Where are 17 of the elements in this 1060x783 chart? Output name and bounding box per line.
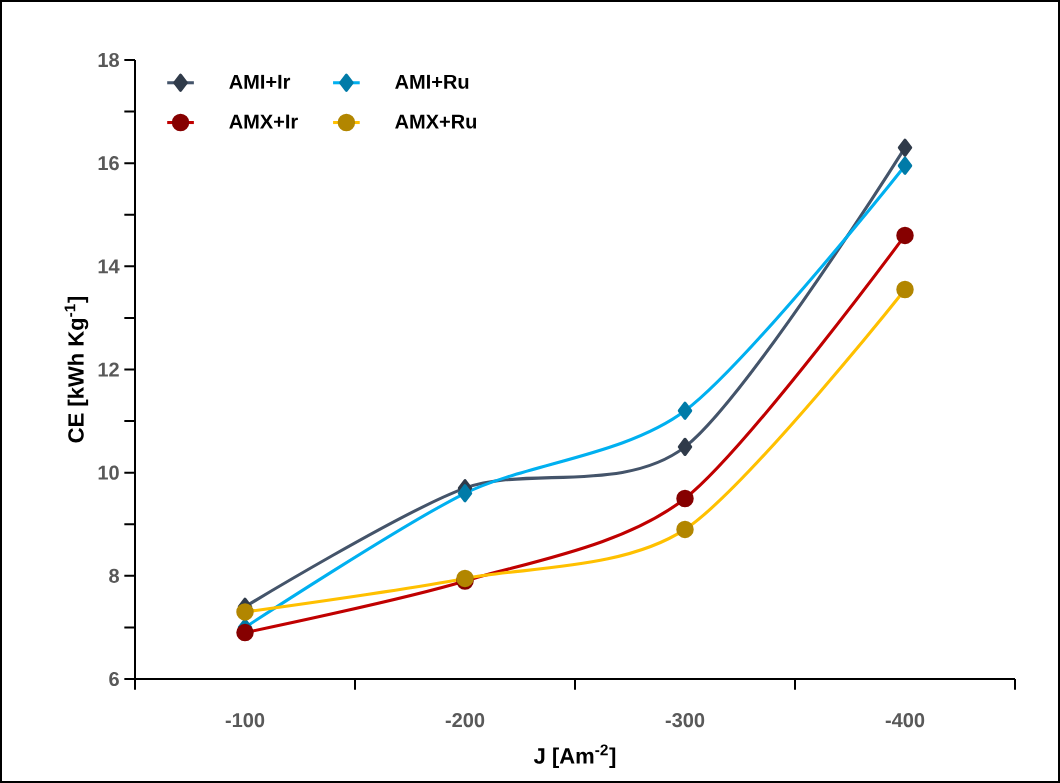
y-tick-label: 14: [98, 259, 120, 274]
x-tick-label: -100: [225, 713, 265, 728]
y-tick-label: 6: [109, 671, 119, 687]
x-tick-label: -200: [445, 713, 485, 728]
legend-label: AMX+Ru: [395, 114, 477, 129]
y-axis-title: CE [kWh Kg$^{-1}$]: [64, 296, 89, 443]
x-axis-title: J [Am$^{-2}$]: [533, 744, 616, 769]
x-tick-label: -300: [665, 713, 705, 728]
y-tick-label: 8: [109, 568, 119, 583]
legend-label: AMI+Ru: [395, 74, 469, 89]
legend-label: AMX+Ir: [229, 114, 298, 129]
x-tick-label: -400: [885, 713, 925, 728]
y-tick-label: 10: [98, 465, 119, 480]
legend-label: AMI+Ir: [229, 74, 291, 89]
y-tick-label: 18: [98, 52, 119, 68]
y-tick-label: 16: [98, 156, 119, 171]
y-tick-label: 12: [98, 362, 119, 377]
